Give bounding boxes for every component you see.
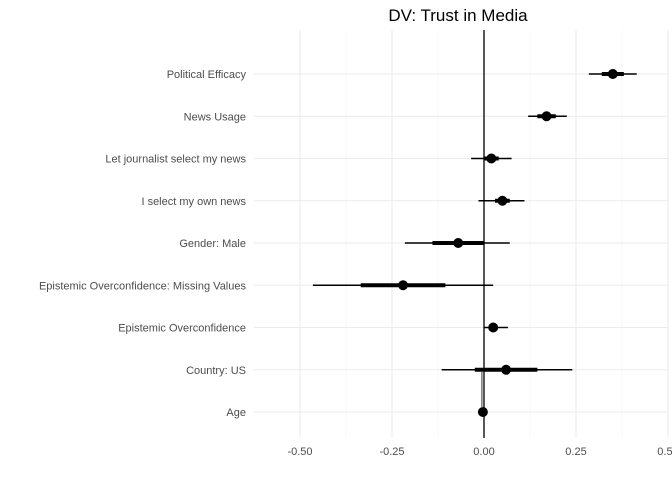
y-tick-label: Gender: Male	[179, 238, 246, 250]
x-tick-label: 0.25	[565, 446, 586, 458]
x-tick-label: -0.25	[379, 446, 404, 458]
estimate-point	[497, 195, 508, 206]
estimate-point	[477, 407, 488, 417]
y-tick-label: Political Efficacy	[167, 69, 247, 81]
coefficient-marks	[312, 69, 637, 417]
estimate-point	[607, 69, 618, 79]
grid-lines	[254, 30, 669, 438]
y-tick-label: Age	[226, 407, 246, 419]
estimate-point	[488, 322, 499, 333]
chart-title: DV: Trust in Media	[388, 6, 528, 25]
y-tick-label: I select my own news	[141, 196, 246, 208]
y-tick-label: Epistemic Overconfidence: Missing Values	[39, 280, 247, 292]
x-tick-label: 0.50	[657, 446, 672, 458]
x-tick-label: 0.00	[473, 446, 494, 458]
estimate-point	[501, 364, 512, 375]
x-tick-label: -0.50	[287, 446, 312, 458]
estimate-point	[541, 111, 552, 122]
y-tick-label: Epistemic Overconfidence	[118, 323, 246, 335]
x-tick-labels: -0.50 -0.25 0.00 0.25 0.50	[287, 446, 672, 458]
estimate-point	[398, 280, 409, 291]
y-tick-labels: Political Efficacy News Usage Let journali…	[39, 69, 247, 419]
y-tick-label: Let journalist select my news	[105, 154, 246, 166]
estimate-point	[453, 238, 464, 248]
estimate-point	[486, 153, 497, 164]
y-tick-label: News Usage	[184, 111, 246, 123]
y-tick-label: Country: US	[186, 365, 246, 377]
